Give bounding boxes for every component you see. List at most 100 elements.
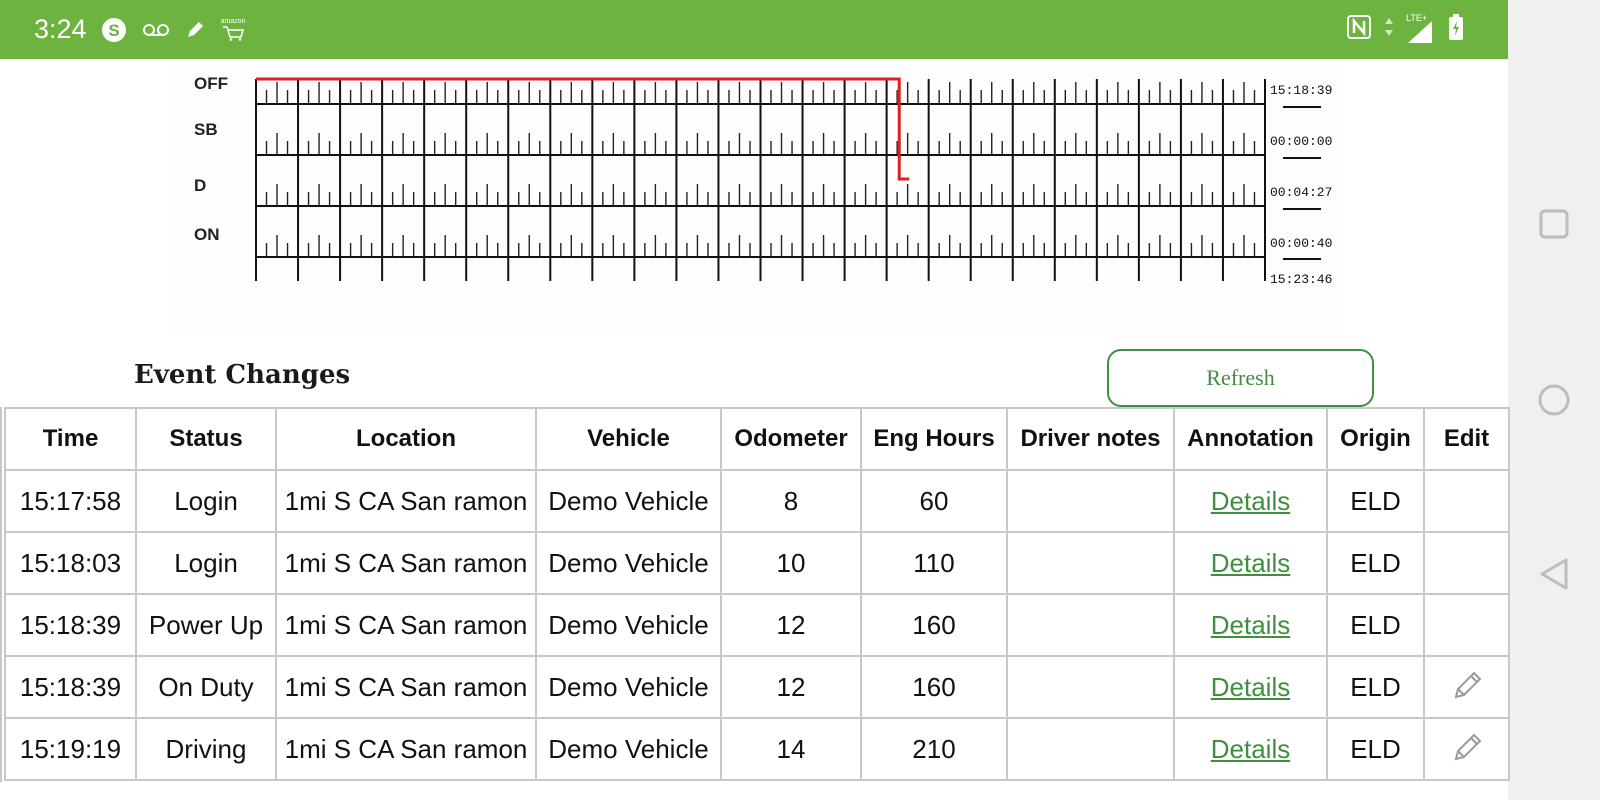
cell-driver-notes [1006,655,1175,719]
cell-origin: ELD [1326,655,1425,719]
table-row: 15:18:39 On Duty 1mi S CA San ramon Demo… [4,655,1510,719]
cell-eng-hours: 160 [860,593,1008,657]
column-header-odometer: Odometer [720,407,862,471]
column-header-vehicle: Vehicle [535,407,722,471]
table-row: 15:18:39 Power Up 1mi S CA San ramon Dem… [4,593,1510,657]
cell-edit [1423,469,1510,533]
cell-odometer: 12 [720,655,862,719]
column-header-edit: Edit [1423,407,1510,471]
graph-total-off: 15:18:39 [1270,83,1333,98]
graph-row-label-sb: SB [194,120,218,139]
clock: 3:24 [34,14,87,44]
details-link[interactable]: Details [1210,485,1291,516]
cell-vehicle: Demo Vehicle [535,717,722,781]
cell-origin: ELD [1326,593,1425,657]
skype-icon: S [101,17,127,43]
event-changes-table: Time Status Location Vehicle Odometer En… [4,407,1510,781]
signal-icon: LTE+ [1406,13,1436,45]
cell-vehicle: Demo Vehicle [535,655,722,719]
refresh-button[interactable]: Refresh [1107,349,1374,407]
cell-odometer: 12 [720,593,862,657]
graph-total-sb: 00:00:00 [1270,134,1333,149]
status-bar: 3:24 S amazon LTE+ [0,0,1508,59]
cell-vehicle: Demo Vehicle [535,531,722,595]
cell-edit [1423,531,1510,595]
column-header-eng-hours: Eng Hours [860,407,1008,471]
column-header-status: Status [135,407,277,471]
details-link[interactable]: Details [1210,671,1291,702]
cell-status: Power Up [135,593,277,657]
home-circle-icon[interactable] [1508,383,1600,417]
android-nav-bar [1508,0,1600,800]
table-header-row: Time Status Location Vehicle Odometer En… [4,407,1510,471]
cell-annotation: Details [1173,531,1328,595]
cell-edit [1423,593,1510,657]
cell-time: 15:18:03 [4,531,137,595]
cell-odometer: 14 [720,717,862,781]
details-link[interactable]: Details [1210,609,1291,640]
cell-time: 15:19:19 [4,717,137,781]
cell-location: 1mi S CA San ramon [275,531,537,595]
battery-charging-icon [1448,13,1464,46]
cell-location: 1mi S CA San ramon [275,469,537,533]
table-row: 15:18:03 Login 1mi S CA San ramon Demo V… [4,531,1510,595]
cell-status: Login [135,531,277,595]
column-header-origin: Origin [1326,407,1425,471]
graph-grand-total: 15:23:46 [1270,272,1333,287]
cell-annotation: Details [1173,655,1328,719]
cell-time: 15:18:39 [4,593,137,657]
svg-text:S: S [108,21,119,40]
back-triangle-icon[interactable] [1508,557,1600,591]
voicemail-icon [142,23,169,37]
duty-status-graph: OFF SB D ON 15:18:39 00:00:00 00:04:27 0… [168,59,1340,332]
cell-status: Driving [135,717,277,781]
cell-origin: ELD [1326,469,1425,533]
column-header-time: Time [4,407,137,471]
cell-driver-notes [1006,531,1175,595]
table-row: 15:19:19 Driving 1mi S CA San ramon Demo… [4,717,1510,781]
cell-annotation: Details [1173,717,1328,781]
cell-location: 1mi S CA San ramon [275,655,537,719]
cell-status: On Duty [135,655,277,719]
cell-edit [1423,717,1510,781]
cell-vehicle: Demo Vehicle [535,593,722,657]
graph-row-label-off: OFF [194,74,228,93]
recents-square-icon[interactable] [1508,208,1600,240]
cell-driver-notes [1006,469,1175,533]
section-title: Event Changes [134,360,351,390]
graph-row-label-on: ON [194,225,220,244]
cell-eng-hours: 110 [860,531,1008,595]
column-header-driver-notes: Driver notes [1006,407,1175,471]
cell-eng-hours: 60 [860,469,1008,533]
cell-time: 15:17:58 [4,469,137,533]
cell-time: 15:18:39 [4,655,137,719]
edit-pencil-icon[interactable] [1450,671,1484,707]
cell-annotation: Details [1173,469,1328,533]
graph-grid [255,77,1321,281]
amazon-icon: amazon [221,18,245,41]
cell-annotation: Details [1173,593,1328,657]
cell-vehicle: Demo Vehicle [535,469,722,533]
pencil-icon [185,20,205,40]
details-link[interactable]: Details [1210,733,1291,764]
cell-eng-hours: 160 [860,655,1008,719]
cell-location: 1mi S CA San ramon [275,717,537,781]
column-header-annotation: Annotation [1173,407,1328,471]
graph-duty-status-line [256,77,910,181]
table-row: 15:17:58 Login 1mi S CA San ramon Demo V… [4,469,1510,533]
cell-status: Login [135,469,277,533]
cell-origin: ELD [1326,531,1425,595]
cell-driver-notes [1006,593,1175,657]
table-left-edge [0,407,4,782]
cell-odometer: 8 [720,469,862,533]
column-header-location: Location [275,407,537,471]
details-link[interactable]: Details [1210,547,1291,578]
cell-edit [1423,655,1510,719]
graph-total-d: 00:04:27 [1270,185,1333,200]
cell-odometer: 10 [720,531,862,595]
cell-origin: ELD [1326,717,1425,781]
edit-pencil-icon[interactable] [1450,733,1484,769]
nfc-icon [1346,14,1372,45]
cell-location: 1mi S CA San ramon [275,593,537,657]
graph-total-on: 00:00:40 [1270,236,1333,251]
